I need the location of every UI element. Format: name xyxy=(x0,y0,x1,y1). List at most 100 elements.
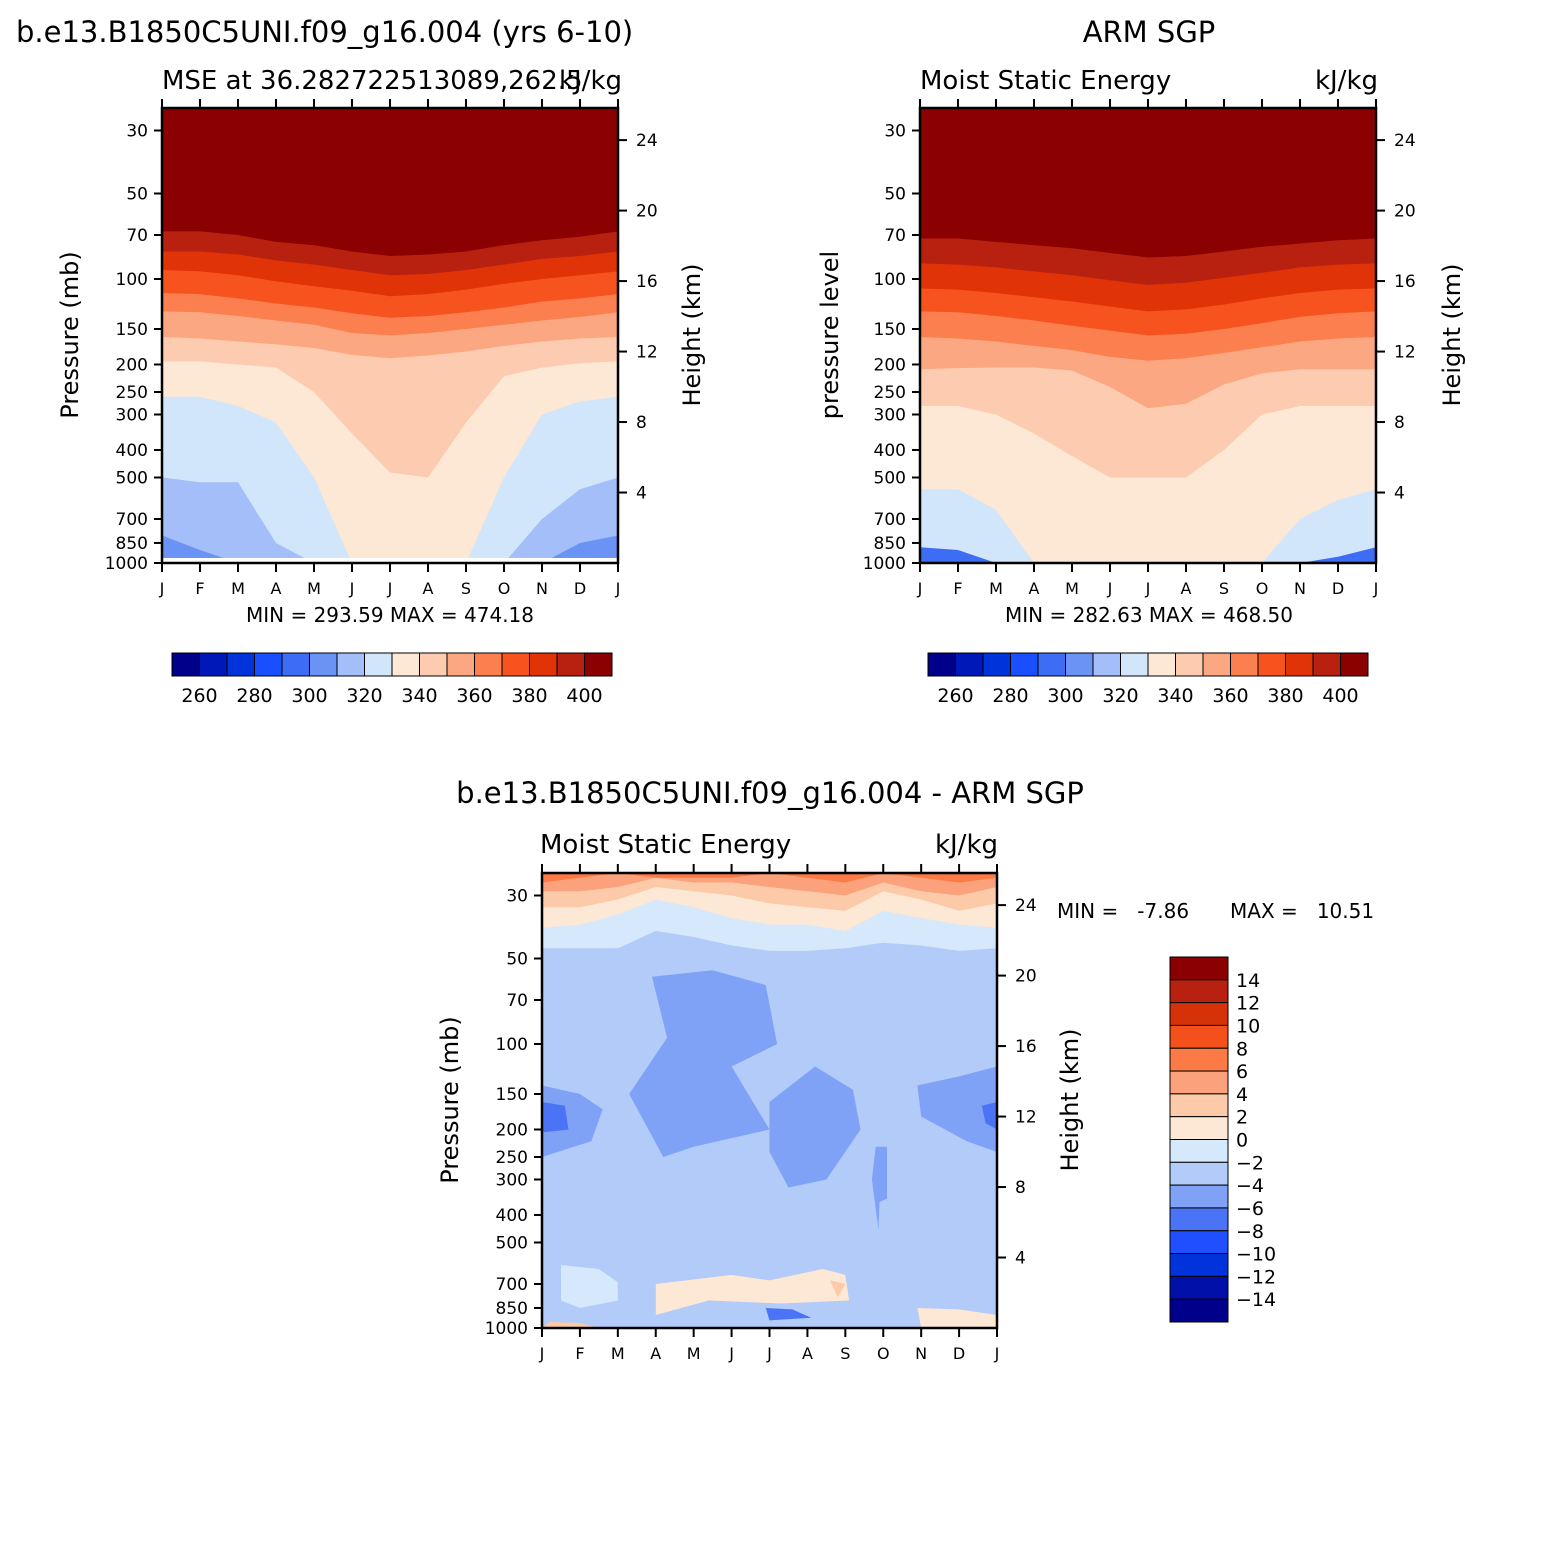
difference-region-8 xyxy=(655,1269,850,1315)
difference-xtick-label-5: J xyxy=(728,1344,734,1363)
model-cbar-box-7 xyxy=(364,652,393,677)
model-cbar-box-9 xyxy=(419,652,448,677)
obs-cbar-label-300: 300 xyxy=(1047,685,1083,707)
difference-cbar-box-8 xyxy=(1169,1139,1229,1163)
model-xtick-label-1: F xyxy=(195,579,204,598)
model-cbar-label-280: 280 xyxy=(236,685,272,707)
model-ytick-label-300: 300 xyxy=(116,405,148,425)
model-htick-label-8: 8 xyxy=(636,413,647,433)
obs-colorbar: 260 280 300 320 340 360 380 400 xyxy=(927,652,1369,707)
model-cbar-box-1 xyxy=(199,652,228,677)
obs-cbar-label-380: 380 xyxy=(1267,685,1303,707)
model-ylabel-right: Height (km) xyxy=(678,264,706,407)
difference-ytick-label-200: 200 xyxy=(496,1120,528,1140)
model-xtick-label-10: N xyxy=(536,579,548,598)
obs-cbar-box-6 xyxy=(1092,652,1121,677)
model-cbar-box-2 xyxy=(226,652,255,677)
obs-cbar-label-320: 320 xyxy=(1102,685,1138,707)
model-xtick-label-2: M xyxy=(231,579,245,598)
model-ytick-label-70: 70 xyxy=(126,226,148,246)
difference-ytick-label-700: 700 xyxy=(496,1275,528,1295)
difference-cbar-label-8: −2 xyxy=(1236,1152,1264,1174)
model-xtick-label-0: J xyxy=(159,579,165,598)
difference-band-4 xyxy=(542,873,997,896)
difference-ytick-label-1000: 1000 xyxy=(485,1319,528,1339)
difference-region-10 xyxy=(830,1280,846,1298)
model-xtick-label-5: J xyxy=(349,579,355,598)
obs-cbar-box-3 xyxy=(1010,652,1039,677)
model-ytick-label-500: 500 xyxy=(116,469,148,489)
model-ytick-label-700: 700 xyxy=(116,510,148,530)
difference-xtick-label-11: D xyxy=(953,1344,965,1363)
model-htick-label-16: 16 xyxy=(636,272,658,292)
model-htick-label-20: 20 xyxy=(636,202,658,222)
obs-cbar-label-400: 400 xyxy=(1322,685,1358,707)
model-xtick-label-9: O xyxy=(498,579,511,598)
difference-region-9 xyxy=(765,1308,812,1321)
difference-cbar-box-3 xyxy=(1169,1024,1229,1049)
model-cbar-label-400: 400 xyxy=(566,685,602,707)
model-xtick-label-4: M xyxy=(307,579,321,598)
difference-cbar-label-0: 14 xyxy=(1236,970,1260,992)
difference-cbar-label-3: 8 xyxy=(1236,1038,1248,1060)
difference-cbar-box-6 xyxy=(1169,1093,1229,1118)
obs-ytick-label-100: 100 xyxy=(874,270,906,290)
difference-region-3 xyxy=(769,1066,861,1188)
model-cbar-box-0 xyxy=(171,652,200,677)
model-xtick-label-7: A xyxy=(423,579,434,598)
model-cbar-box-15 xyxy=(584,652,613,677)
difference-ytick-label-250: 250 xyxy=(496,1148,528,1168)
difference-htick-label-12: 12 xyxy=(1015,1108,1037,1128)
model-ytick-label-1000: 1000 xyxy=(105,554,148,574)
difference-cbar-label-6: 2 xyxy=(1236,1107,1248,1129)
obs-ytick-label-50: 50 xyxy=(884,184,906,204)
obs-band-400 xyxy=(920,108,1376,235)
obs-minmax: MIN = 282.63 MAX = 468.50 xyxy=(1005,603,1293,627)
difference-xtick-label-6: J xyxy=(766,1344,772,1363)
model-ylabel: Pressure (mb) xyxy=(56,251,84,418)
obs-ytick-label-30: 30 xyxy=(884,121,906,141)
difference-cbar-label-7: 0 xyxy=(1236,1130,1248,1152)
model-ytick-label-100: 100 xyxy=(116,270,148,290)
diff-left-title: Moist Static Energy xyxy=(540,830,791,860)
model-xtick-label-6: J xyxy=(387,579,393,598)
obs-cbar-box-2 xyxy=(982,652,1011,677)
difference-ytick-label-50: 50 xyxy=(506,949,528,969)
difference-ytick-label-850: 850 xyxy=(496,1299,528,1319)
model-cbar-box-6 xyxy=(336,652,365,677)
model-cbar-label-380: 380 xyxy=(511,685,547,707)
model-missing-strip xyxy=(162,557,618,563)
difference-cbar-box-15 xyxy=(1169,1298,1229,1323)
model-cbar-box-12 xyxy=(501,652,530,677)
obs-cbar-box-13 xyxy=(1285,652,1314,677)
model-xtick-label-11: D xyxy=(574,579,586,598)
obs-ytick-label-300: 300 xyxy=(874,405,906,425)
model-cbar-label-340: 340 xyxy=(401,685,437,707)
model-htick-label-24: 24 xyxy=(636,131,658,151)
diff-ylabel-right: Height (km) xyxy=(1056,1029,1084,1172)
difference-xtick-label-2: M xyxy=(611,1344,625,1363)
obs-cbar-box-1 xyxy=(955,652,984,677)
obs-ytick-label-200: 200 xyxy=(874,355,906,375)
model-ytick-label-850: 850 xyxy=(116,534,148,554)
obs-main-title: ARM SGP xyxy=(1083,15,1216,49)
difference-xtick-label-12: J xyxy=(994,1344,1000,1363)
obs-htick-label-12: 12 xyxy=(1394,343,1416,363)
difference-cbar-box-2 xyxy=(1169,1002,1229,1026)
difference-band-6 xyxy=(542,873,997,883)
obs-xtick-label-6: J xyxy=(1145,579,1151,598)
difference-cbar-box-11 xyxy=(1169,1207,1229,1232)
difference-xtick-label-8: S xyxy=(840,1344,850,1363)
model-xtick-label-8: S xyxy=(461,579,471,598)
difference-region-5 xyxy=(981,1102,997,1130)
model-cbar-box-8 xyxy=(391,652,420,677)
obs-cbar-box-11 xyxy=(1230,652,1259,677)
model-xtick-label-12: J xyxy=(615,579,621,598)
difference-ytick-label-400: 400 xyxy=(496,1206,528,1226)
difference-cbar-label-9: −4 xyxy=(1236,1175,1264,1197)
difference-region-1 xyxy=(542,1102,569,1133)
difference-cbar-label-5: 4 xyxy=(1236,1084,1248,1106)
diff-main-title: b.e13.B1850C5UNI.f09_g16.004 - ARM SGP xyxy=(456,776,1084,810)
difference-htick-label-8: 8 xyxy=(1015,1178,1026,1198)
